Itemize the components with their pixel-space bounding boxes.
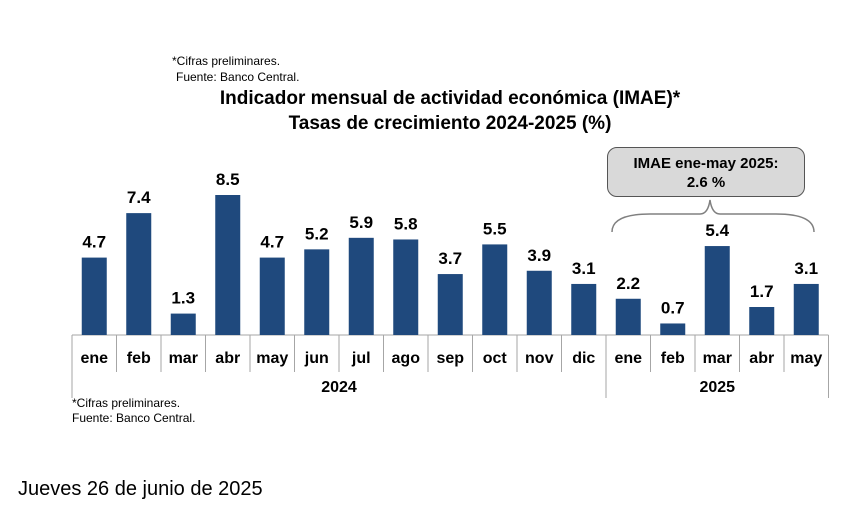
- data-label: 5.8: [394, 214, 418, 233]
- data-label: 3.1: [572, 259, 596, 278]
- year-label: 2025: [699, 379, 735, 396]
- preliminary-note-top: *Cifras preliminares.: [172, 54, 281, 68]
- bar: [81, 257, 107, 335]
- bar: [526, 270, 552, 335]
- x-tick-label: may: [256, 350, 288, 367]
- x-tick-label: nov: [525, 350, 554, 367]
- x-tick-label: jul: [351, 350, 371, 367]
- callout-line1: IMAE ene-may 2025:: [633, 155, 779, 172]
- brace: [611, 199, 815, 233]
- bar: [793, 283, 819, 335]
- bar: [304, 249, 330, 335]
- preliminary-note-bottom: *Cifras preliminares.: [72, 396, 181, 410]
- bar: [393, 239, 419, 335]
- x-tick-label: ago: [392, 350, 421, 367]
- x-tick-label: ene: [614, 350, 642, 367]
- data-label: 2.2: [616, 274, 640, 293]
- chart-title: Indicador mensual de actividad económica…: [219, 88, 681, 109]
- bar: [571, 283, 597, 335]
- x-tick-label: jun: [304, 350, 329, 367]
- data-label: 1.3: [171, 289, 195, 308]
- bar: [482, 244, 508, 335]
- data-label: 4.7: [82, 233, 106, 252]
- x-tick-label: dic: [572, 350, 595, 367]
- bar: [749, 307, 775, 335]
- data-label: 3.9: [527, 246, 551, 265]
- data-label: 7.4: [127, 188, 151, 207]
- bar: [660, 323, 686, 335]
- bar: [704, 246, 730, 335]
- date-label: Jueves 26 de junio de 2025: [18, 478, 263, 500]
- x-tick-label: ene: [80, 350, 108, 367]
- data-label: 8.5: [216, 170, 240, 189]
- data-label: 3.1: [794, 259, 818, 278]
- data-label: 1.7: [750, 282, 774, 301]
- x-tick-label: abr: [749, 350, 774, 367]
- bar: [215, 195, 241, 335]
- x-tick-label: abr: [215, 350, 240, 367]
- data-label: 4.7: [260, 233, 284, 252]
- callout-line2: 2.6 %: [686, 174, 726, 191]
- data-label: 0.7: [661, 298, 685, 317]
- x-tick-label: sep: [436, 350, 464, 367]
- bar: [170, 313, 196, 335]
- year-label: 2024: [321, 379, 357, 396]
- x-tick-label: feb: [661, 350, 685, 367]
- source-note-bottom: Fuente: Banco Central.: [72, 411, 196, 425]
- bar: [437, 274, 463, 335]
- x-tick-label: oct: [483, 350, 508, 367]
- data-label: 5.4: [705, 221, 729, 240]
- data-label: 5.2: [305, 224, 329, 243]
- x-tick-label: mar: [169, 350, 198, 367]
- summary-callout: IMAE ene-may 2025: 2.6 %: [607, 147, 805, 197]
- x-tick-label: mar: [703, 350, 732, 367]
- bar: [615, 298, 641, 335]
- data-label: 5.9: [349, 213, 373, 232]
- bar: [348, 237, 374, 335]
- data-label: 5.5: [483, 219, 507, 238]
- x-tick-label: feb: [127, 350, 151, 367]
- chart-subtitle: Tasas de crecimiento 2024-2025 (%): [288, 113, 612, 134]
- bar: [126, 213, 152, 335]
- source-note-top: Fuente: Banco Central.: [176, 70, 300, 84]
- bar: [259, 257, 285, 335]
- data-label: 3.7: [438, 249, 462, 268]
- x-tick-label: may: [790, 350, 822, 367]
